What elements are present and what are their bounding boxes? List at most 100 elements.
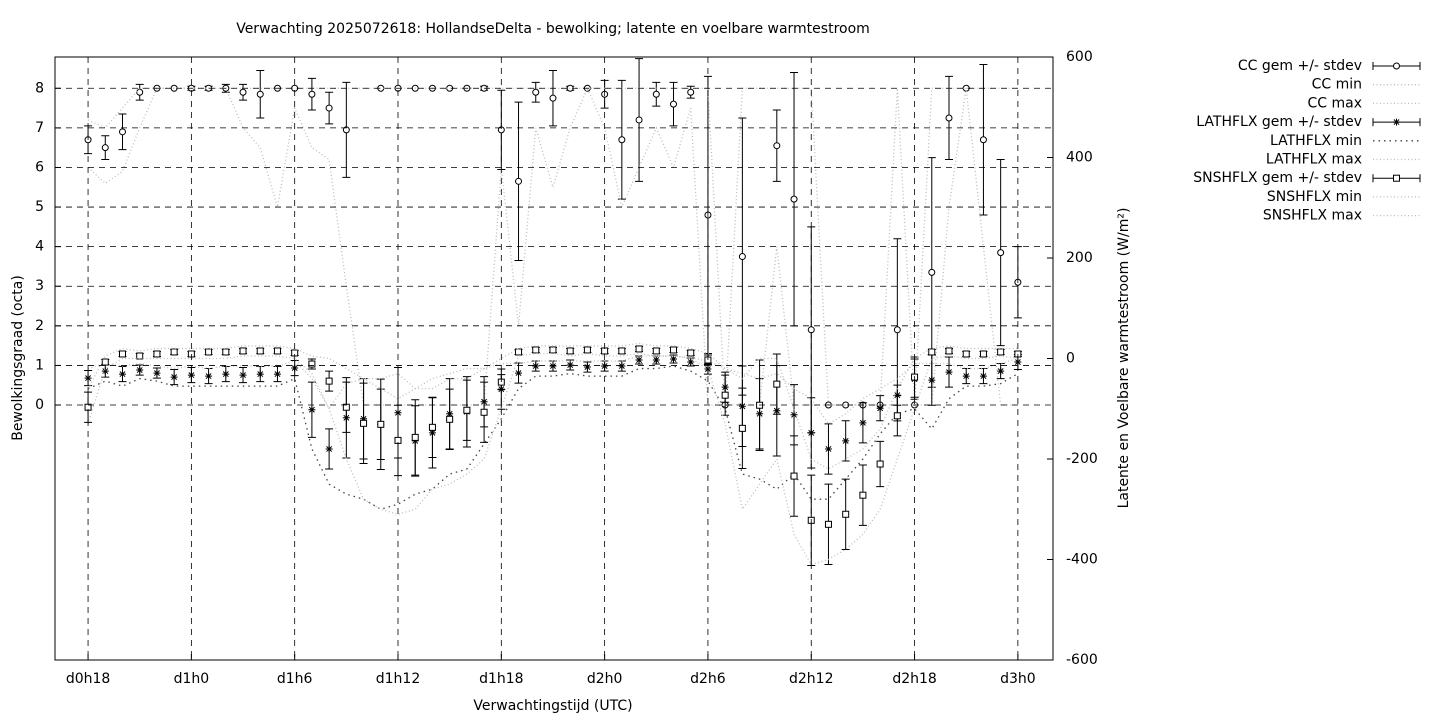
series-line	[87, 352, 1018, 566]
point	[136, 366, 144, 374]
point	[205, 372, 213, 380]
point	[618, 347, 626, 355]
point	[411, 433, 419, 441]
point	[515, 348, 523, 356]
point	[652, 356, 660, 364]
point	[876, 460, 884, 468]
x-tick-label: d3h0	[1000, 671, 1036, 687]
point	[738, 253, 746, 261]
point	[342, 126, 350, 134]
point	[773, 380, 781, 388]
point	[532, 346, 540, 354]
point	[979, 372, 987, 380]
point	[687, 349, 695, 357]
point	[859, 419, 867, 427]
point	[118, 350, 126, 358]
y-tick-label: 7	[35, 120, 44, 136]
point	[428, 423, 436, 431]
point	[170, 373, 178, 381]
point	[652, 90, 660, 98]
point	[928, 348, 936, 356]
point	[790, 195, 798, 203]
point	[566, 361, 574, 369]
plot-area	[84, 58, 1022, 567]
point	[342, 403, 350, 411]
y-tick-label: 0	[35, 397, 44, 413]
point	[669, 355, 677, 363]
point	[239, 371, 247, 379]
legend-label: LATHFLX max	[1266, 152, 1362, 168]
point	[583, 363, 591, 371]
x-tick-label: d0h18	[66, 671, 110, 687]
point	[222, 370, 230, 378]
point	[979, 350, 987, 358]
point	[669, 346, 677, 354]
chart-title: Verwachting 2025072618: HollandseDelta -…	[236, 21, 870, 37]
point	[893, 326, 901, 334]
point	[807, 326, 815, 334]
legend-label: CC max	[1307, 95, 1362, 111]
point	[928, 376, 936, 384]
point	[325, 377, 333, 385]
point	[153, 369, 161, 377]
point	[532, 88, 540, 96]
y2-tick-label: -400	[1066, 552, 1098, 568]
point	[446, 415, 454, 423]
x-tick-label: d2h6	[690, 671, 726, 687]
point	[325, 104, 333, 112]
x-axis-label: Verwachtingstijd (UTC)	[473, 698, 632, 714]
y2-tick-label: -200	[1066, 451, 1098, 467]
point	[876, 404, 884, 412]
point	[187, 371, 195, 379]
point	[669, 100, 677, 108]
legend-marker	[1393, 118, 1400, 126]
x-tick-label: d1h18	[479, 671, 523, 687]
point	[997, 348, 1005, 356]
point	[945, 368, 953, 376]
point	[308, 90, 316, 98]
point	[859, 491, 867, 499]
legend-label: LATHFLX min	[1270, 133, 1362, 149]
point	[515, 369, 523, 377]
point	[549, 94, 557, 102]
point	[549, 346, 557, 354]
series-line	[87, 342, 1018, 470]
point	[928, 268, 936, 276]
point	[360, 419, 368, 427]
x-tick-label: d2h18	[892, 671, 936, 687]
y-tick-label: 6	[35, 159, 44, 175]
point	[790, 472, 798, 480]
point	[256, 370, 264, 378]
y-axis-label: Bewolkingsgraad (octa)	[10, 275, 26, 441]
x-tick-label: d2h0	[587, 671, 623, 687]
y2-axis-label: Latente en Voelbare warmtestroom (W/m²)	[1116, 208, 1132, 509]
point	[979, 136, 987, 144]
legend-label: LATHFLX gem +/- stdev	[1196, 114, 1362, 130]
y2-tick-label: 600	[1066, 49, 1093, 65]
point	[635, 345, 643, 353]
point	[721, 391, 729, 399]
point	[463, 406, 471, 414]
legend-label: CC gem +/- stdev	[1238, 58, 1362, 74]
point	[205, 348, 213, 356]
x-tick-label: d1h6	[277, 671, 313, 687]
point	[1014, 358, 1022, 366]
point	[273, 347, 281, 355]
point	[273, 370, 281, 378]
point	[118, 128, 126, 136]
point	[308, 406, 316, 414]
point	[687, 358, 695, 366]
point	[377, 420, 385, 428]
point	[997, 249, 1005, 257]
point	[635, 116, 643, 124]
point	[618, 136, 626, 144]
point	[170, 348, 178, 356]
x-tick-label: d1h12	[376, 671, 420, 687]
y-tick-label: 8	[35, 80, 44, 96]
point	[824, 445, 832, 453]
legend-label: SNSHFLX gem +/- stdev	[1193, 170, 1362, 186]
point	[962, 350, 970, 358]
point	[118, 370, 126, 378]
point	[101, 144, 109, 152]
y2-tick-label: 200	[1066, 250, 1093, 266]
